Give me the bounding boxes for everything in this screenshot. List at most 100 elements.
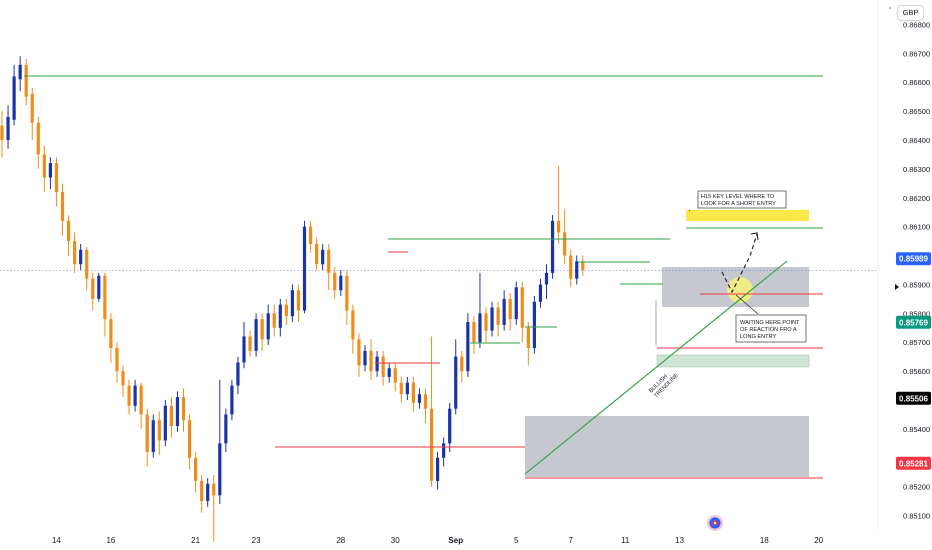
price-tick-label: 0.86500 xyxy=(903,107,930,116)
time-tick-label: 16 xyxy=(106,536,115,545)
candle-body xyxy=(393,368,397,383)
candle-body xyxy=(399,382,403,395)
candle-body xyxy=(327,249,331,273)
candle-body xyxy=(48,163,52,178)
candle-body xyxy=(278,304,282,328)
candle-body xyxy=(429,408,434,481)
short-entry-zone xyxy=(686,210,809,221)
candle-body xyxy=(145,414,149,452)
candle-body xyxy=(36,122,40,155)
price-tick-label: 0.86400 xyxy=(903,136,930,145)
currency-button[interactable]: GBP xyxy=(897,5,924,21)
candle-body xyxy=(139,385,143,415)
time-tick-label: 21 xyxy=(191,536,200,545)
candle-body xyxy=(351,310,355,340)
candle-body xyxy=(103,275,107,320)
time-tick-label: Sep xyxy=(448,536,463,545)
candle-body xyxy=(296,290,301,311)
candle-body xyxy=(6,116,10,140)
candle-body xyxy=(163,405,167,441)
candle-body xyxy=(284,304,288,317)
candle-body xyxy=(169,405,173,426)
candle-body xyxy=(532,301,536,348)
candle-body xyxy=(460,356,464,372)
candle-body xyxy=(502,298,506,325)
candle-body xyxy=(581,261,585,270)
candle-body xyxy=(30,93,34,123)
candle-body xyxy=(151,420,155,452)
candle-body xyxy=(526,327,530,348)
candle-body xyxy=(369,350,373,372)
candle-body xyxy=(254,319,258,351)
candle-body xyxy=(85,249,89,279)
candle-body xyxy=(127,385,131,406)
price-tick-label: 0.86800 xyxy=(903,20,930,29)
candle-body xyxy=(218,443,222,496)
candle-body xyxy=(187,420,192,458)
candle-body xyxy=(206,483,210,502)
candle-body xyxy=(60,192,65,221)
price-badge xyxy=(896,252,931,266)
candle-body xyxy=(73,241,77,265)
candle-body xyxy=(339,275,343,291)
price-badge-label: 0.85769 xyxy=(899,318,928,327)
candle-body xyxy=(557,220,561,233)
time-tick-label: 5 xyxy=(514,536,519,545)
candle-body xyxy=(466,322,470,372)
candle-body xyxy=(550,220,555,273)
time-tick-label: 18 xyxy=(760,536,769,545)
candle-body xyxy=(575,261,579,279)
price-badges: 0.85989 0.85769 0.85506 0.85281 xyxy=(896,252,931,470)
candles-layer xyxy=(0,56,585,542)
candle-body xyxy=(248,336,252,351)
candle-body xyxy=(563,232,567,256)
candle-body xyxy=(24,64,28,97)
candle-body xyxy=(472,322,476,343)
candle-body xyxy=(538,284,543,302)
candle-body xyxy=(260,319,264,340)
price-tick-label: 0.85100 xyxy=(903,512,930,521)
candle-body xyxy=(345,275,349,311)
time-tick-label: 7 xyxy=(568,536,573,545)
price-tick-label: 0.85800 xyxy=(903,309,930,318)
price-tick-label: 0.86700 xyxy=(903,49,930,58)
time-tick-label: 14 xyxy=(52,536,61,545)
price-badge xyxy=(896,456,931,470)
candle-body xyxy=(333,272,337,291)
candle-body xyxy=(308,226,313,244)
price-badge xyxy=(896,315,931,329)
demand-zone-large xyxy=(525,416,809,477)
candle-body xyxy=(18,64,22,80)
time-tick-label: 30 xyxy=(391,536,400,545)
price-axis: 0.86800 0.86700 0.86600 0.86500 0.86400 0.863… xyxy=(903,20,930,520)
candle-body xyxy=(91,278,95,299)
zones-layer xyxy=(0,210,878,477)
candle-body xyxy=(569,255,573,279)
candle-body xyxy=(357,339,361,366)
candle-body xyxy=(66,220,71,242)
note-pointer-line xyxy=(735,294,759,315)
candle-body xyxy=(544,272,549,285)
candle-body xyxy=(200,480,204,502)
short-entry-note-box xyxy=(697,190,787,209)
time-tick-label: 23 xyxy=(252,536,261,545)
candle-body xyxy=(115,348,119,372)
levels-layer xyxy=(24,75,823,479)
candle-body xyxy=(97,275,101,299)
note-pointer-upper xyxy=(688,209,691,212)
candle-body xyxy=(175,397,180,426)
small-zone xyxy=(656,354,810,368)
projected-arrow-icon xyxy=(750,232,759,241)
price-tick-label: 0.85900 xyxy=(903,280,930,289)
candle-body xyxy=(315,244,319,265)
short-entry-note-line2: LOOK FOR A SHORT ENTRY xyxy=(701,201,776,207)
price-tick-label: 0.86300 xyxy=(903,165,930,174)
candle-body xyxy=(109,319,113,348)
price-tick-label: 0.85600 xyxy=(903,367,930,376)
candle-body xyxy=(0,125,4,140)
candle-body xyxy=(42,154,46,178)
projected-path xyxy=(721,233,758,294)
candle-body xyxy=(230,385,234,415)
candle-body xyxy=(417,394,422,403)
